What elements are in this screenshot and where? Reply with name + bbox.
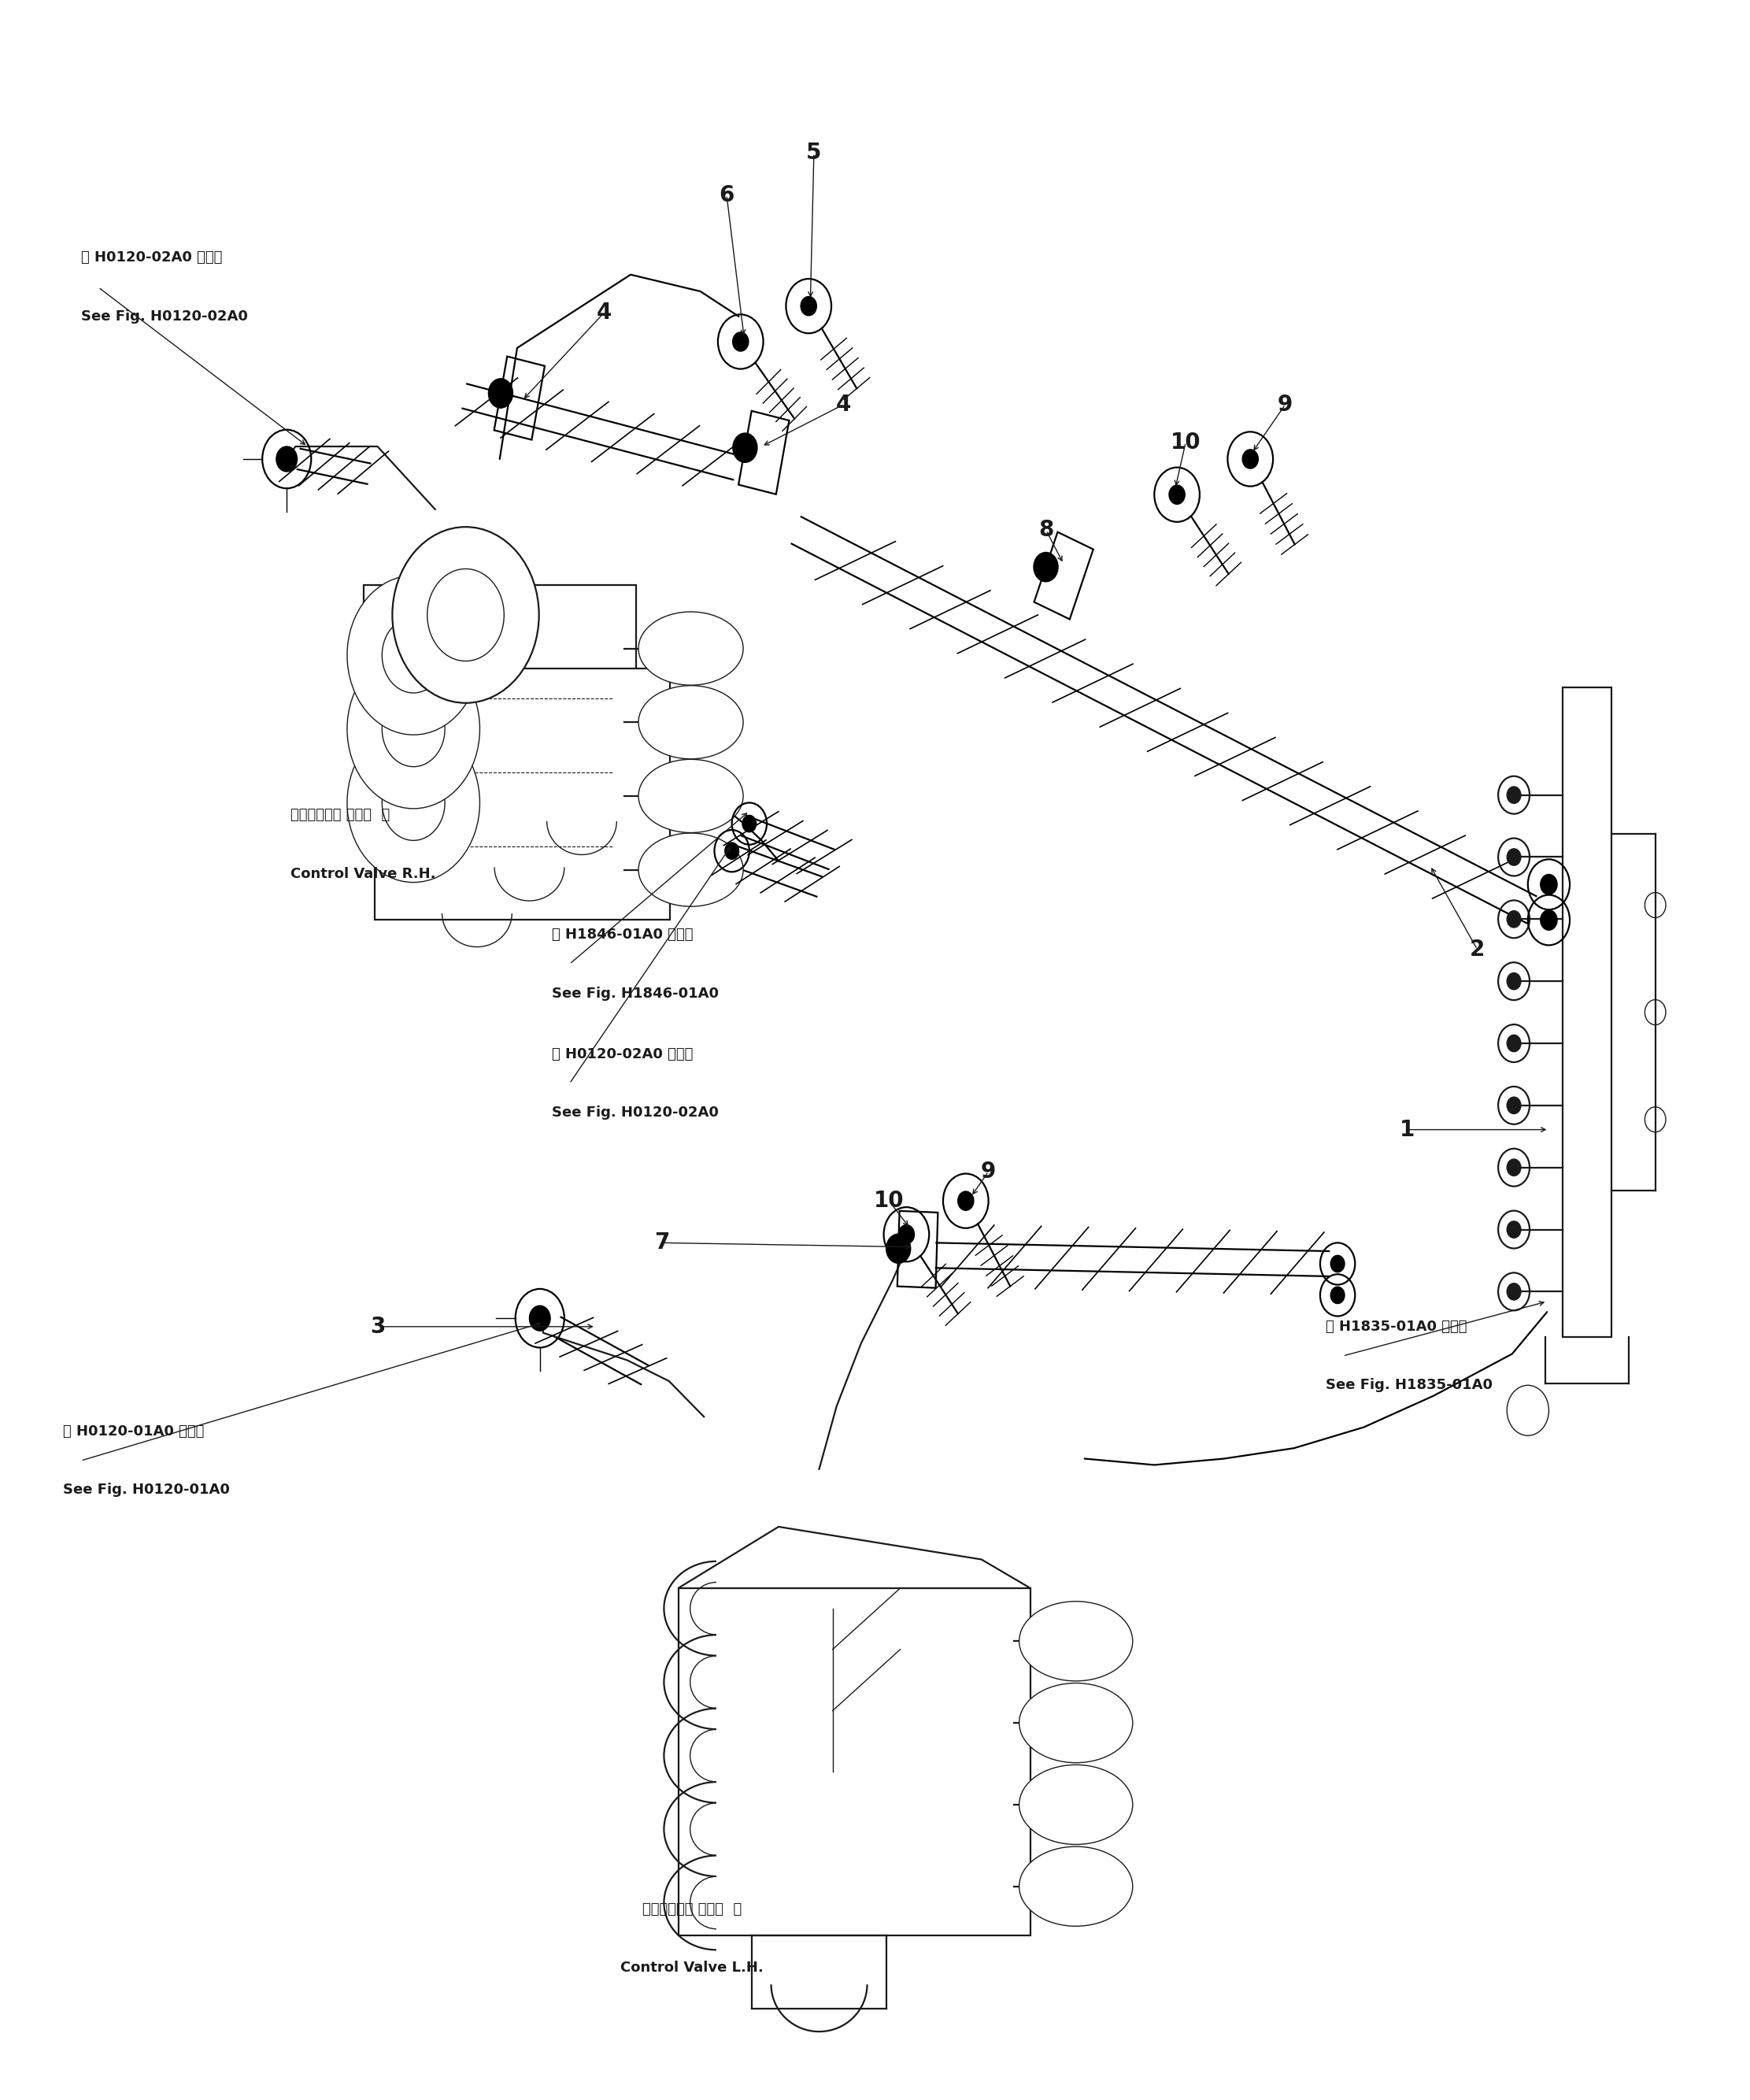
Circle shape (1507, 1222, 1521, 1237)
Text: 9: 9 (1278, 393, 1293, 416)
Circle shape (427, 569, 504, 662)
Text: 第 H0120-01A0 図参照: 第 H0120-01A0 図参照 (63, 1424, 205, 1439)
Circle shape (886, 1235, 910, 1264)
Text: Control Valve R.H.: Control Valve R.H. (290, 867, 436, 882)
FancyBboxPatch shape (679, 1588, 1031, 1936)
Circle shape (392, 527, 539, 704)
Text: 第 H0120-02A0 図参照: 第 H0120-02A0 図参照 (80, 250, 222, 265)
Circle shape (528, 1306, 550, 1331)
Ellipse shape (639, 685, 744, 758)
Circle shape (1540, 909, 1558, 930)
Ellipse shape (639, 760, 744, 834)
Circle shape (1330, 1287, 1344, 1304)
Circle shape (802, 296, 817, 315)
Ellipse shape (1018, 1846, 1132, 1926)
Circle shape (488, 378, 513, 407)
Text: Control Valve L.H.: Control Valve L.H. (620, 1961, 763, 1974)
Circle shape (1507, 972, 1521, 989)
Text: 9: 9 (982, 1161, 996, 1182)
FancyBboxPatch shape (364, 584, 635, 701)
Text: 7: 7 (654, 1233, 670, 1254)
Text: 2: 2 (1470, 939, 1484, 960)
Circle shape (1507, 1283, 1521, 1300)
Circle shape (1507, 1096, 1521, 1113)
Circle shape (1507, 1159, 1521, 1176)
Text: 10: 10 (1171, 431, 1200, 454)
Text: コントロール バルブ  右: コントロール バルブ 右 (290, 809, 390, 823)
Circle shape (1540, 874, 1558, 895)
Text: 5: 5 (807, 143, 821, 164)
Ellipse shape (1018, 1764, 1132, 1844)
Text: See Fig. H0120-02A0: See Fig. H0120-02A0 (80, 309, 247, 323)
Circle shape (742, 815, 756, 832)
FancyBboxPatch shape (374, 668, 670, 920)
Text: 第 H1835-01A0 図参照: 第 H1835-01A0 図参照 (1325, 1319, 1466, 1334)
Bar (1563, 687, 1612, 1338)
Text: コントロール バルブ  左: コントロール バルブ 左 (642, 1903, 742, 1917)
Text: 第 H0120-02A0 図参照: 第 H0120-02A0 図参照 (551, 1048, 693, 1060)
Circle shape (346, 649, 480, 809)
Text: 第 H1846-01A0 図参照: 第 H1846-01A0 図参照 (551, 928, 693, 941)
Text: 4: 4 (597, 300, 612, 323)
Circle shape (1330, 1256, 1344, 1273)
Text: See Fig. H0120-01A0: See Fig. H0120-01A0 (63, 1483, 229, 1497)
Circle shape (1169, 485, 1185, 504)
Circle shape (1034, 552, 1059, 582)
Circle shape (1507, 911, 1521, 928)
Circle shape (1242, 449, 1258, 468)
Text: 10: 10 (873, 1191, 905, 1212)
Text: 1: 1 (1400, 1119, 1416, 1140)
Circle shape (346, 722, 480, 882)
Circle shape (733, 332, 749, 351)
Circle shape (382, 764, 444, 840)
Circle shape (898, 1224, 914, 1243)
Text: 3: 3 (369, 1315, 385, 1338)
Ellipse shape (639, 611, 744, 685)
Text: See Fig. H1835-01A0: See Fig. H1835-01A0 (1325, 1378, 1493, 1392)
Circle shape (382, 617, 444, 693)
Text: 8: 8 (1038, 519, 1054, 542)
Circle shape (1507, 848, 1521, 865)
Circle shape (1507, 788, 1521, 804)
Circle shape (724, 842, 738, 859)
Text: See Fig. H0120-02A0: See Fig. H0120-02A0 (551, 1107, 719, 1119)
Circle shape (1507, 1035, 1521, 1052)
Circle shape (957, 1191, 973, 1210)
Ellipse shape (1018, 1682, 1132, 1762)
Circle shape (276, 447, 298, 473)
Text: See Fig. H1846-01A0: See Fig. H1846-01A0 (551, 987, 719, 1000)
Ellipse shape (639, 834, 744, 907)
Text: 4: 4 (836, 393, 851, 416)
Circle shape (346, 575, 480, 735)
Circle shape (733, 433, 758, 462)
Circle shape (382, 691, 444, 766)
Ellipse shape (1018, 1602, 1132, 1680)
Text: 6: 6 (719, 185, 735, 206)
